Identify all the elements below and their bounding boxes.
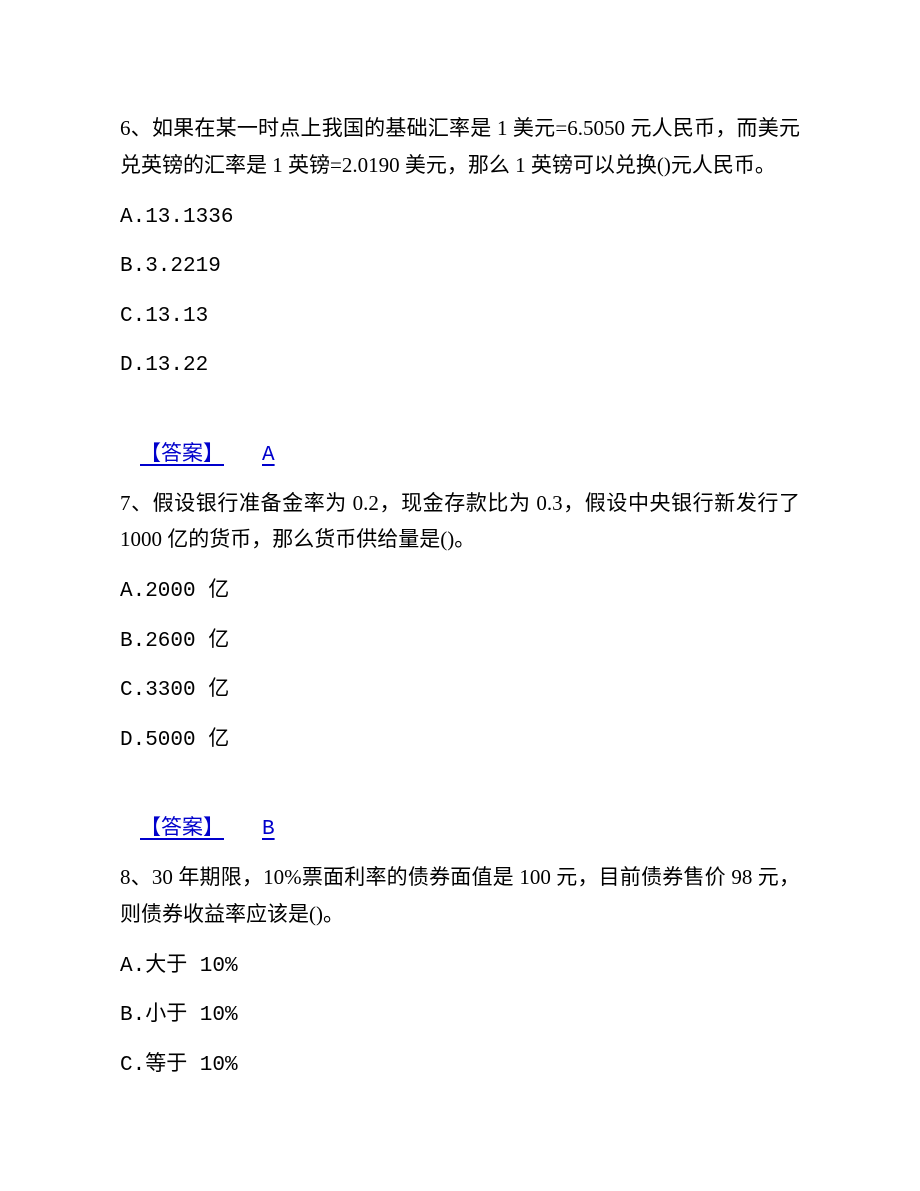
option-b: B.小于 10% — [120, 1000, 800, 1032]
option-d: D.5000 亿 — [120, 725, 800, 757]
option-d: D.13.22 — [120, 350, 800, 382]
answer-block: 【答案】 A — [120, 437, 800, 467]
document-content: 6、如果在某一时点上我国的基础汇率是 1 美元=6.5050 元人民币，而美元兑… — [0, 0, 920, 1081]
answer-value: B — [262, 818, 275, 841]
option-a: A.大于 10% — [120, 951, 800, 983]
question-8: 8、30 年期限，10%票面利率的债券面值是 100 元，目前债券售价 98 元… — [120, 859, 800, 1081]
option-b: B.2600 亿 — [120, 626, 800, 658]
question-7: 7、假设银行准备金率为 0.2，现金存款比为 0.3，假设中央银行新发行了 10… — [120, 485, 800, 842]
question-stem: 6、如果在某一时点上我国的基础汇率是 1 美元=6.5050 元人民币，而美元兑… — [120, 110, 800, 184]
option-c: C.13.13 — [120, 301, 800, 333]
option-c: C.等于 10% — [120, 1050, 800, 1082]
answer-value: A — [262, 444, 275, 467]
answer-label: 【答案】 — [140, 815, 224, 839]
option-c: C.3300 亿 — [120, 675, 800, 707]
question-stem: 7、假设银行准备金率为 0.2，现金存款比为 0.3，假设中央银行新发行了 10… — [120, 485, 800, 559]
option-b: B.3.2219 — [120, 251, 800, 283]
answer-label: 【答案】 — [140, 441, 224, 465]
question-stem: 8、30 年期限，10%票面利率的债券面值是 100 元，目前债券售价 98 元… — [120, 859, 800, 933]
option-a: A.13.1336 — [120, 202, 800, 234]
question-6: 6、如果在某一时点上我国的基础汇率是 1 美元=6.5050 元人民币，而美元兑… — [120, 110, 800, 467]
option-a: A.2000 亿 — [120, 576, 800, 608]
answer-block: 【答案】 B — [120, 811, 800, 841]
